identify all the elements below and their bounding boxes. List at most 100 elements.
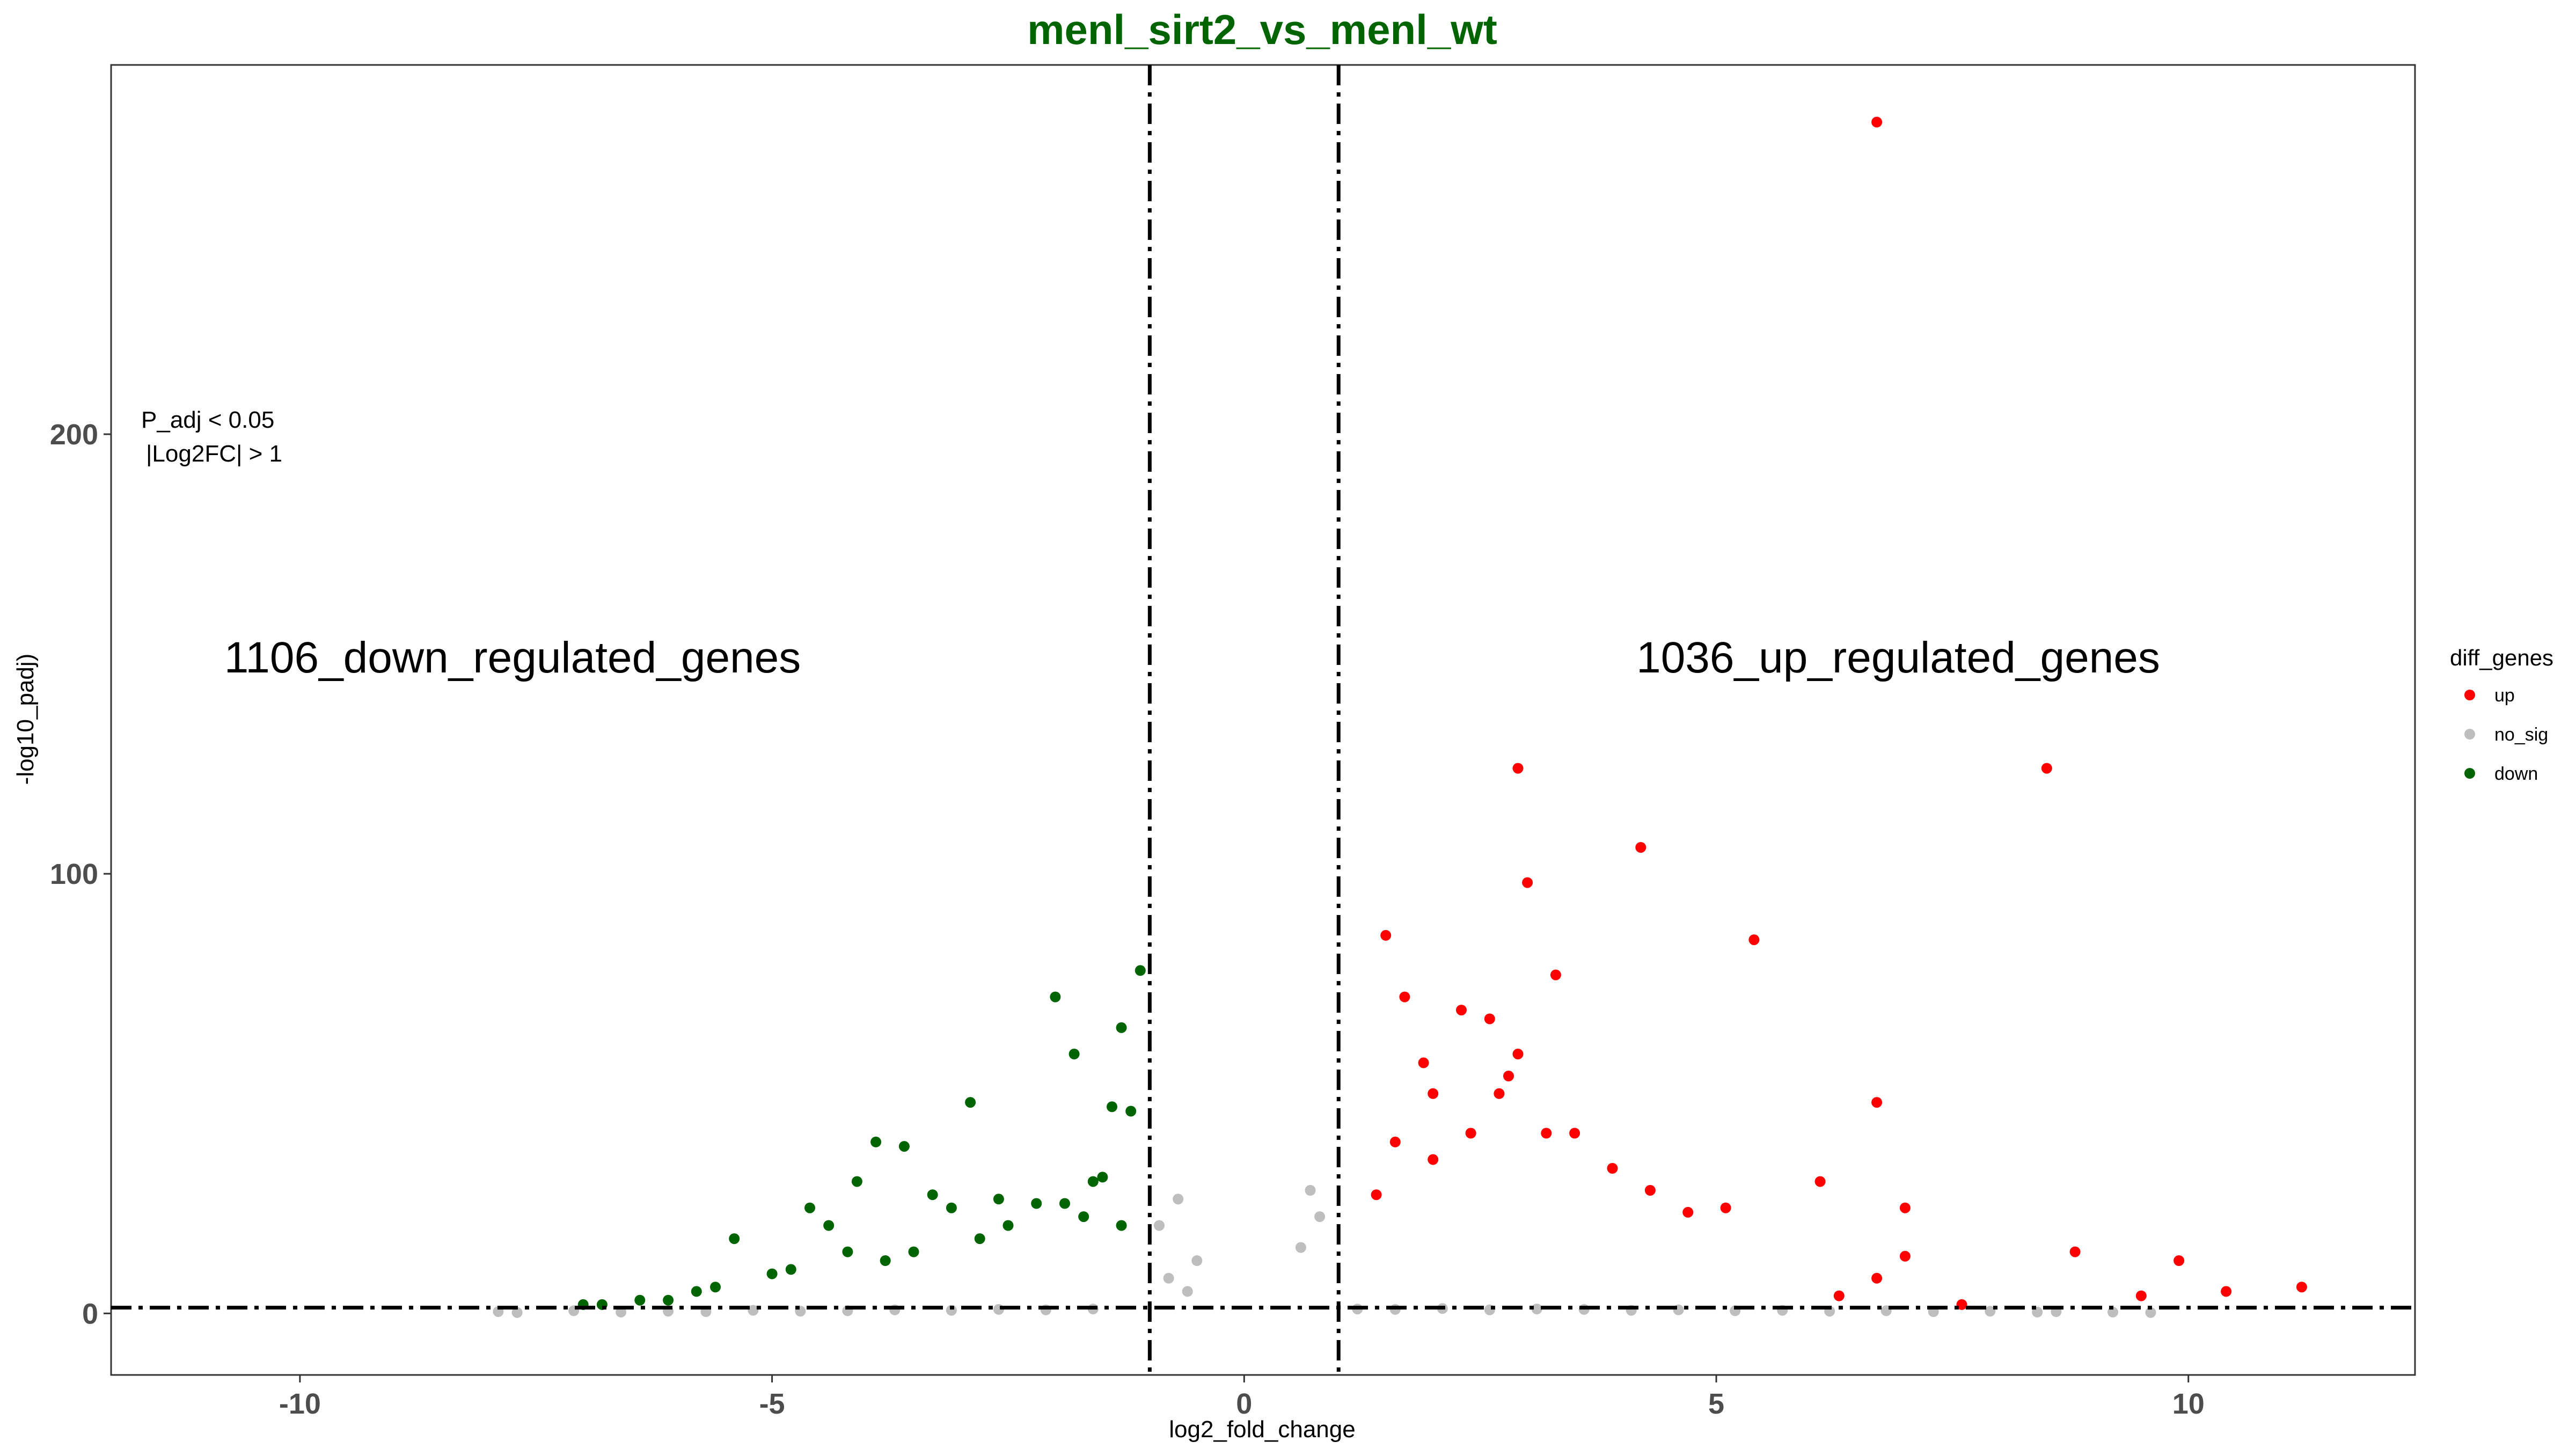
up-point [1956,1299,1967,1310]
down-point [1031,1198,1042,1209]
up-point [1682,1206,1694,1218]
down-point [785,1264,796,1275]
up-count-label: 1036_up_regulated_genes [1636,633,2160,682]
up-point [1635,842,1646,853]
criteria-padj: P_adj < 0.05 [141,407,274,433]
up-point [1512,763,1524,774]
no-sig-point [511,1307,523,1318]
legend-title: diff_genes [2450,645,2553,670]
up-point [1484,1013,1495,1024]
up-point [1456,1005,1467,1016]
legend: diff_genes up no_sig down [2450,645,2553,784]
legend-label-no-sig: no_sig [2494,724,2548,745]
threshold-lines [111,65,2415,1375]
down-point [1107,1101,1117,1113]
legend-key-no-sig [2464,729,2475,740]
down-point [1087,1176,1099,1187]
up-point [2135,1290,2147,1301]
y-tick-label: 0 [82,1298,98,1330]
up-point [1465,1128,1476,1139]
up-point [1899,1250,1911,1262]
up-point [1814,1176,1826,1187]
up-point [1871,116,1883,128]
no-sig-point [1314,1211,1326,1223]
up-point [1522,877,1533,888]
down-point [766,1268,778,1279]
up-point [1748,934,1760,946]
down-point [965,1097,976,1108]
x-tick-label: -5 [759,1388,785,1420]
down-point [1078,1211,1089,1223]
up-point [2174,1255,2185,1266]
up-point [1512,1049,1524,1059]
down-point [974,1233,985,1245]
up-point [1428,1088,1439,1099]
down-point [823,1220,835,1231]
up-point [1389,1136,1401,1147]
up-point [1569,1128,1580,1139]
down-point [880,1255,891,1266]
up-point [1418,1057,1429,1069]
down-point [1002,1220,1014,1231]
no-sig-point [1173,1194,1184,1205]
up-point [2296,1282,2307,1293]
y-tick-label: 200 [50,419,98,451]
up-point [1720,1202,1731,1213]
up-point [2041,763,2052,774]
up-point [1494,1088,1505,1099]
down-point [1097,1172,1108,1183]
up-points [1371,116,2307,1310]
down-point [993,1194,1004,1205]
x-tick-label: 10 [2172,1388,2205,1420]
up-point [1503,1071,1514,1081]
up-point [1380,930,1392,941]
down-point [710,1282,721,1293]
x-axis-ticks: -10 -5 0 5 10 [279,1375,2205,1420]
up-point [2221,1286,2232,1297]
up-point [1550,969,1561,980]
no-sig-point [1985,1306,1996,1317]
y-tick-label: 100 [50,858,98,890]
legend-label-down: down [2494,764,2538,784]
y-axis-ticks: 0 100 200 [50,419,111,1330]
x-tick-label: 5 [1708,1388,1724,1420]
down-count-label: 1106_down_regulated_genes [224,633,801,682]
no-sig-point [1191,1255,1203,1266]
down-point [851,1176,862,1187]
legend-key-up [2464,690,2475,700]
y-axis-label: -log10_padj) [12,654,39,785]
no-sig-point [2145,1307,2156,1318]
down-point [691,1286,702,1297]
x-tick-label: 0 [1236,1388,1252,1420]
up-point [1644,1185,1656,1196]
down-point [1116,1022,1127,1033]
up-point [1541,1128,1552,1139]
legend-label-up: up [2494,685,2515,706]
down-point [663,1294,674,1306]
down-point [804,1202,815,1213]
up-point [1871,1272,1883,1284]
plot-panel [110,64,2416,1376]
up-point [1399,991,1410,1002]
down-point [1125,1106,1137,1117]
down-point [927,1189,938,1201]
criteria-log2fc: |Log2FC| > 1 [146,441,282,467]
up-point [1428,1154,1439,1165]
up-point [1871,1097,1883,1108]
up-point [1607,1163,1618,1174]
down-point [1050,991,1061,1002]
x-tick-label: -10 [279,1388,321,1420]
no-sig-point [1163,1272,1174,1284]
down-point [1135,965,1146,976]
up-point [1371,1189,1382,1201]
down-point [1069,1049,1080,1059]
down-point [908,1246,919,1257]
chart-title: menl_sirt2_vs_menl_wt [1027,6,1497,53]
legend-key-down [2464,768,2475,779]
down-point [946,1202,957,1213]
down-point [1116,1220,1127,1231]
down-point [870,1136,882,1147]
up-point [1833,1290,1845,1301]
no-sig-point [1531,1304,1542,1315]
